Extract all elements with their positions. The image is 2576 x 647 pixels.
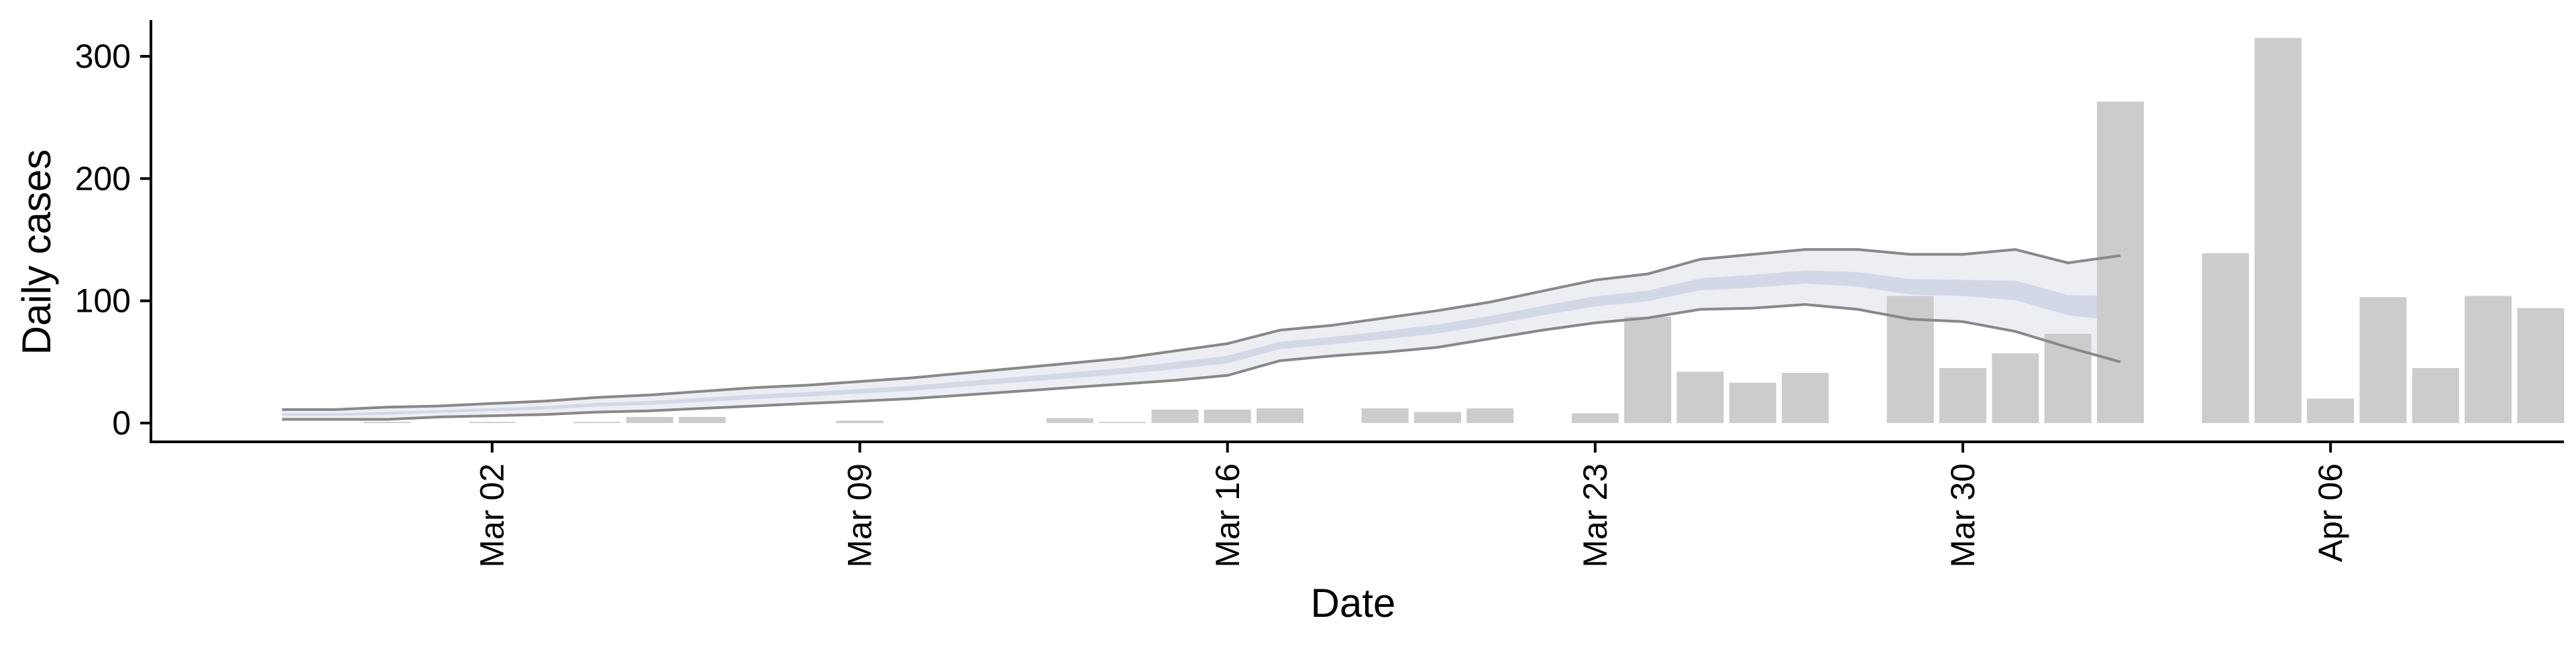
bar (2359, 297, 2407, 423)
bar (364, 422, 411, 423)
bar (626, 416, 674, 423)
y-tick-label: 200 (75, 160, 131, 197)
bar (2412, 368, 2459, 423)
bar (2465, 296, 2512, 423)
estimate-bands (282, 249, 2121, 420)
bound-lines (282, 248, 2121, 421)
bar (1992, 353, 2039, 423)
bar (1414, 412, 1461, 423)
x-tick-label: Mar 02 (474, 463, 511, 568)
x-tick-label: Mar 09 (841, 463, 879, 568)
y-tick-label: 0 (112, 404, 131, 442)
x-tick-label: Mar 23 (1576, 463, 1614, 568)
bar (1676, 371, 1724, 423)
axes: 0 100 200 300 Mar 02 Mar 09 Mar 16 Mar 23 Mar 30… (75, 20, 2564, 568)
bar (2202, 253, 2249, 423)
upper-bound-line (282, 248, 2121, 411)
y-tick-label: 100 (75, 282, 131, 320)
bar (2254, 38, 2302, 424)
bar (574, 422, 621, 423)
bar (1571, 413, 1619, 423)
bar (836, 420, 883, 423)
inner-interval-band (282, 270, 2121, 416)
bar (1361, 408, 1409, 423)
bar (1729, 382, 1776, 423)
x-tick-label: Apr 06 (2312, 463, 2349, 562)
bar (2044, 333, 2092, 423)
bar (2307, 398, 2355, 423)
bar (2096, 101, 2144, 423)
bar (1939, 368, 1986, 423)
x-tick-label: Mar 16 (1209, 463, 1246, 568)
bar (1256, 408, 1304, 423)
x-tick-label: Mar 30 (1944, 463, 1982, 568)
bar (2517, 308, 2565, 423)
bar (1466, 408, 1514, 423)
bar (678, 416, 726, 423)
bar (1151, 409, 1199, 423)
bar (1203, 409, 1251, 423)
x-axis-title: Date (1311, 581, 1396, 626)
bar (1782, 373, 1829, 423)
y-axis-title: Daily cases (14, 150, 59, 355)
bar (468, 422, 516, 423)
bar (1099, 422, 1146, 423)
bar (1624, 316, 1672, 423)
lower-bound-line (282, 303, 2121, 421)
y-tick-label: 300 (75, 38, 131, 75)
bar (1046, 418, 1093, 423)
bars (364, 38, 2565, 424)
